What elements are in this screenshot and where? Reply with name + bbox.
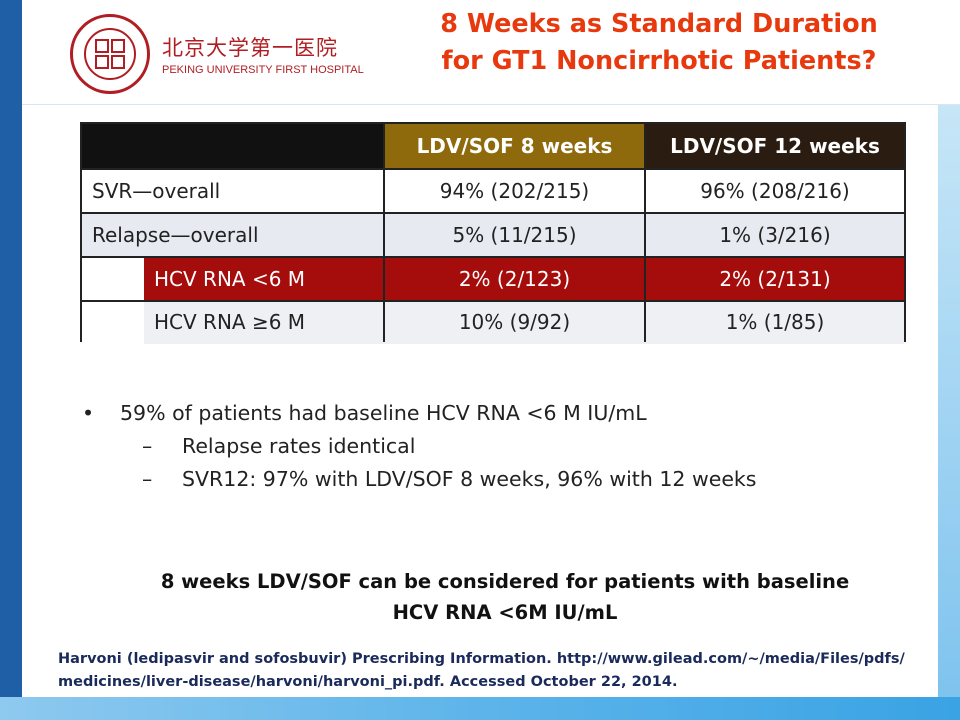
dash-icon: – — [142, 434, 153, 458]
sub-bullet-text: SVR12: 97% with LDV/SOF 8 weeks, 96% wit… — [182, 467, 757, 491]
cell-12-weeks: 2% (2/131) — [644, 258, 904, 300]
dash-icon: – — [142, 467, 153, 491]
table-row: Relapse—overall 5% (11/215) 1% (3/216) — [82, 212, 904, 258]
indent-spacer — [82, 302, 144, 344]
sub-bullet-item: – SVR12: 97% with LDV/SOF 8 weeks, 96% w… — [82, 463, 842, 496]
reference-line-1: Harvoni (ledipasvir and sofosbuvir) Pres… — [58, 651, 905, 667]
seal-glyph — [111, 55, 125, 69]
conclusion-text: 8 weeks LDV/SOF can be considered for pa… — [100, 566, 910, 628]
table-row: HCV RNA ≥6 M 10% (9/92) 1% (1/85) — [82, 300, 904, 344]
sub-bullet-item: – Relapse rates identical — [82, 430, 842, 463]
reference-line-2: medicines/liver-disease/harvoni/harvoni_… — [58, 674, 678, 690]
seal-glyph — [111, 39, 125, 53]
hospital-name-en: PEKING UNIVERSITY FIRST HOSPITAL — [162, 64, 364, 76]
cell-12-weeks: 1% (1/85) — [644, 302, 904, 342]
slide-title: 8 Weeks as Standard Duration for GT1 Non… — [394, 6, 924, 80]
row-label: HCV RNA ≥6 M — [154, 310, 306, 334]
seal-glyph — [95, 55, 109, 69]
bottom-accent-band — [0, 697, 960, 720]
bullet-text: 59% of patients had baseline HCV RNA <6 … — [120, 401, 647, 425]
cell-8-weeks: 5% (11/215) — [383, 214, 644, 256]
header-cell-empty — [82, 124, 383, 168]
table-row-highlighted: HCV RNA <6 M 2% (2/123) 2% (2/131) — [82, 256, 904, 302]
left-accent-bar — [0, 0, 22, 720]
row-label: SVR—overall — [92, 179, 221, 203]
cell-8-weeks: 10% (9/92) — [383, 302, 644, 342]
conclusion-line-1: 8 weeks LDV/SOF can be considered for pa… — [160, 570, 850, 593]
cell-8-weeks: 2% (2/123) — [383, 258, 644, 300]
hospital-seal-logo — [70, 14, 150, 94]
table-header-row: LDV/SOF 8 weeks LDV/SOF 12 weeks — [82, 124, 904, 168]
bullet-dot-icon: • — [82, 401, 95, 425]
bullet-list: • 59% of patients had baseline HCV RNA <… — [82, 396, 842, 496]
seal-inner-ring — [84, 28, 136, 80]
table-row: SVR—overall 94% (202/215) 96% (208/216) — [82, 168, 904, 214]
right-accent-band — [938, 104, 960, 720]
cell-12-weeks: 96% (208/216) — [644, 170, 904, 212]
seal-glyph — [95, 39, 109, 53]
bullet-item: • 59% of patients had baseline HCV RNA <… — [82, 396, 842, 430]
row-label: Relapse—overall — [92, 223, 259, 247]
conclusion-line-2: HCV RNA <6M IU/mL — [392, 601, 618, 624]
sub-bullet-text: Relapse rates identical — [182, 434, 416, 458]
cell-8-weeks: 94% (202/215) — [383, 170, 644, 212]
cell-12-weeks: 1% (3/216) — [644, 214, 904, 256]
slide-header: 北京大学第一医院 PEKING UNIVERSITY FIRST HOSPITA… — [22, 0, 960, 105]
results-table: LDV/SOF 8 weeks LDV/SOF 12 weeks SVR—ove… — [80, 122, 906, 344]
reference-citation: Harvoni (ledipasvir and sofosbuvir) Pres… — [58, 648, 918, 694]
hospital-name-cn: 北京大学第一医院 — [162, 36, 338, 60]
title-line-2: for GT1 Noncirrhotic Patients? — [441, 46, 877, 76]
header-cell-8-weeks: LDV/SOF 8 weeks — [383, 124, 644, 168]
indent-spacer — [82, 258, 144, 302]
header-cell-12-weeks: LDV/SOF 12 weeks — [644, 124, 904, 168]
title-line-1: 8 Weeks as Standard Duration — [440, 9, 878, 39]
row-label: HCV RNA <6 M — [154, 267, 306, 291]
